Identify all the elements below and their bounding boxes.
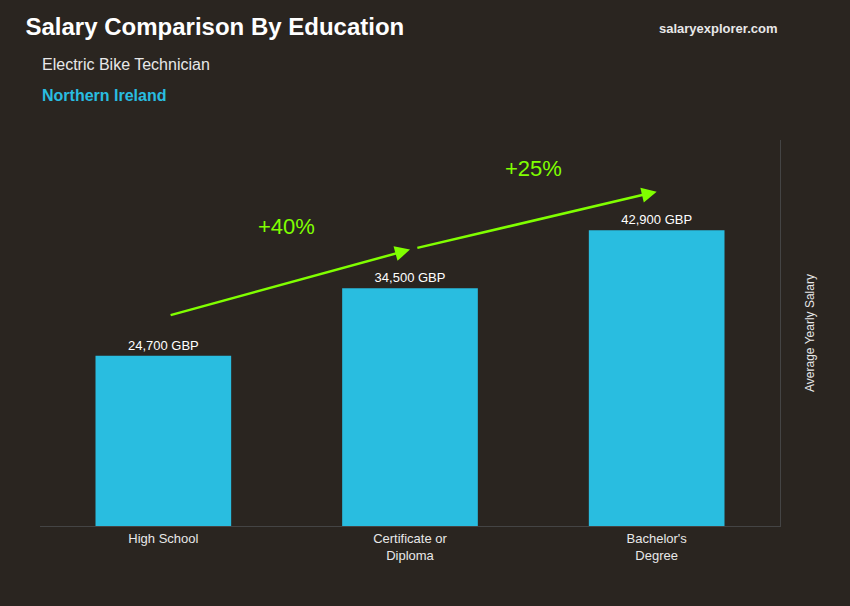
- svg-text:Certificate orDiploma: Certificate orDiploma: [373, 531, 447, 563]
- svg-text:High School: High School: [128, 531, 198, 546]
- svg-text:Average Yearly Salary: Average Yearly Salary: [803, 274, 817, 392]
- svg-text:42,900 GBP: 42,900 GBP: [621, 212, 692, 227]
- svg-text:+25%: +25%: [505, 156, 562, 181]
- svg-text:salaryexplorer.com: salaryexplorer.com: [659, 21, 778, 36]
- svg-text:Salary Comparison By Education: Salary Comparison By Education: [26, 13, 405, 40]
- svg-text:24,700 GBP: 24,700 GBP: [128, 338, 199, 353]
- svg-text:+40%: +40%: [258, 214, 315, 239]
- svg-text:Northern Ireland: Northern Ireland: [42, 87, 166, 104]
- svg-text:34,500 GBP: 34,500 GBP: [375, 270, 446, 285]
- svg-text:Electric Bike Technician: Electric Bike Technician: [42, 56, 210, 73]
- svg-text:Bachelor'sDegree: Bachelor'sDegree: [627, 531, 688, 563]
